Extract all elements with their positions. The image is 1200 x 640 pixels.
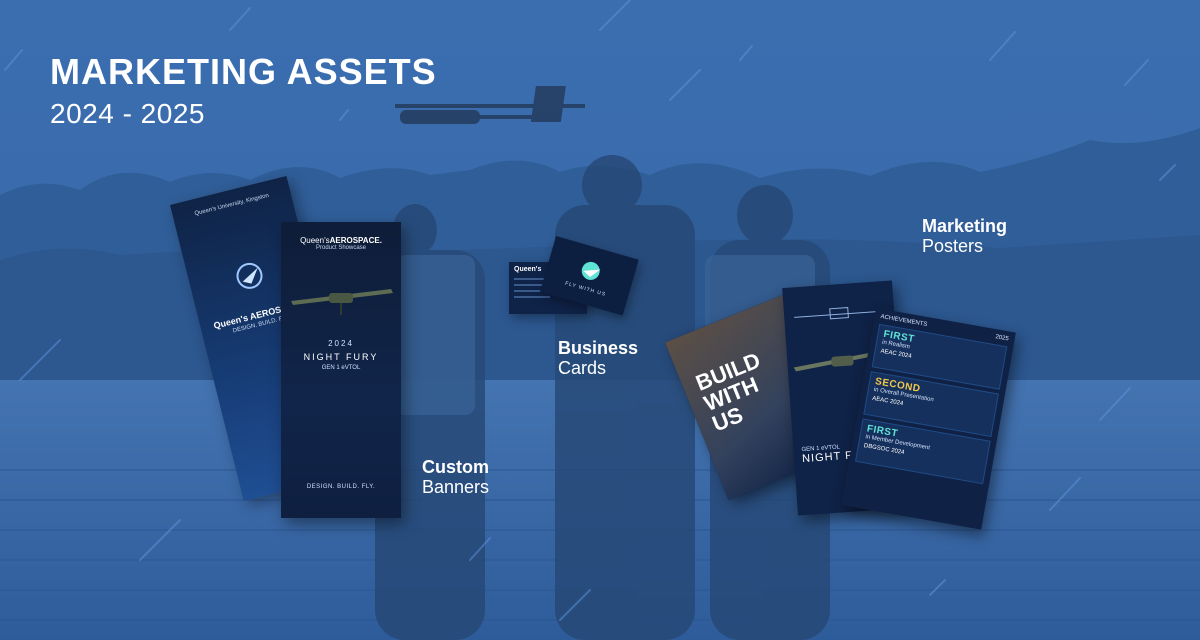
banner-gen: GEN 1 eVTOL <box>321 365 361 371</box>
banner-front-sub: Product Showcase <box>315 245 367 251</box>
label-business-cards: Business Cards <box>558 338 638 378</box>
achievements-year: 2025 <box>994 334 1010 343</box>
label-custom-banners-line2: Banners <box>422 477 490 497</box>
banner-brand-main: AEROSPACE. <box>329 236 382 245</box>
custom-banner-front: Queen'sAEROSPACE. Product Showcase 2024 … <box>281 222 401 518</box>
achievement-org-name: AEAC <box>871 395 889 405</box>
label-business-cards-line1: Business <box>558 338 639 358</box>
custom-banner-back: Queen's University, Kingston Queen's AER… <box>170 175 361 501</box>
achievement-org-year: 2024 <box>889 398 904 408</box>
label-marketing-posters-line1: Marketing <box>922 216 1008 236</box>
page-title: MARKETING ASSETS <box>50 51 437 92</box>
business-card-back: FLY WITH US <box>540 236 639 316</box>
label-marketing-posters-line2: Posters <box>922 236 984 256</box>
banner-brand-prefix: Queen's <box>300 236 330 245</box>
card-line <box>514 284 554 286</box>
card-globe-icon <box>581 261 601 280</box>
achievement-org-year: 2024 <box>897 351 912 360</box>
banner-footer: DESIGN. BUILD. FLY. <box>306 484 376 490</box>
banner-front-brand: Queen'sAEROSPACE. <box>281 236 401 245</box>
achievement-org-name: DBGSOC <box>863 443 890 454</box>
label-custom-banners-line1: Custom <box>422 457 489 477</box>
achievement-org-year: 2024 <box>890 447 905 457</box>
banner-aircraft-name: NIGHT FURY <box>303 352 379 362</box>
card-brand: Queen's <box>514 266 542 273</box>
paper-plane-icon <box>236 262 263 289</box>
card-line <box>514 290 558 292</box>
card-line <box>514 278 562 280</box>
label-marketing-posters: Marketing Posters <box>922 216 1007 256</box>
card-line <box>514 296 550 298</box>
banner-year: 2024 <box>328 339 354 348</box>
label-business-cards-line2: Cards <box>558 358 607 378</box>
label-custom-banners: Custom Banners <box>422 457 489 497</box>
drone-icon <box>291 289 393 315</box>
achievement-org-name: AEAC <box>880 348 898 358</box>
page-subtitle: 2024 - 2025 <box>50 98 205 129</box>
title-block: MARKETING ASSETS 2024 - 2025 <box>50 52 437 130</box>
